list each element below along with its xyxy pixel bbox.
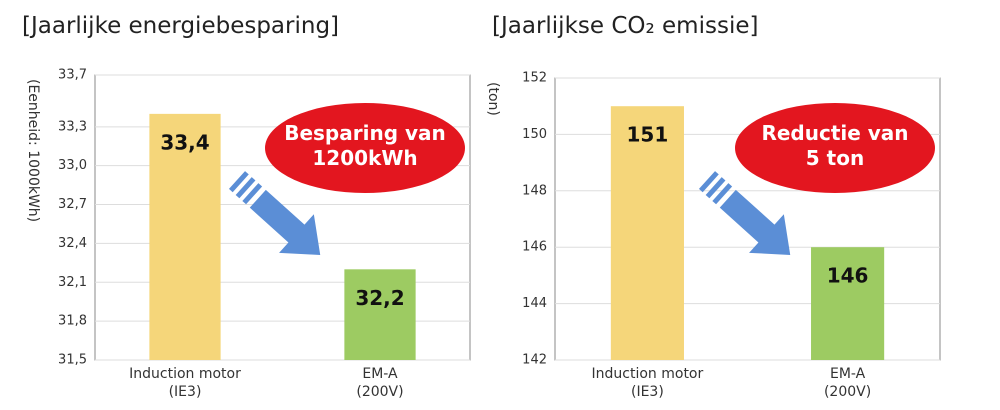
arrow-stripe xyxy=(228,171,249,193)
x-tick-label: Induction motor (IE3) xyxy=(129,366,241,400)
y-tick-label: 33,7 xyxy=(58,68,87,83)
annotation: Reductie van 5 ton xyxy=(761,121,909,170)
y-tick-label: 32,1 xyxy=(58,275,87,290)
arrow-stripe xyxy=(242,183,263,205)
y-tick-label: 144 xyxy=(522,296,547,311)
x-tick-label: Induction motor (IE3) xyxy=(591,366,704,400)
arrow-body xyxy=(719,189,791,255)
y-axis-label: (ton) xyxy=(485,82,501,116)
arrow-body xyxy=(249,189,321,255)
bar xyxy=(149,113,221,360)
y-tick-label: 152 xyxy=(522,71,547,86)
arrow-stripe xyxy=(712,183,733,205)
y-tick-label: 33,0 xyxy=(58,158,87,173)
arrow xyxy=(698,171,791,255)
arrow xyxy=(228,171,321,255)
bar xyxy=(811,247,885,360)
value-label: 146 xyxy=(827,264,869,288)
annotation: Besparing van 1200kWh xyxy=(284,121,446,170)
y-tick-label: 31,8 xyxy=(58,314,87,329)
x-tick-label: EM-A (200V) xyxy=(823,366,872,400)
y-tick-label: 142 xyxy=(522,353,547,368)
y-tick-label: 146 xyxy=(522,240,547,255)
value-label: 32,2 xyxy=(355,286,404,310)
chart-title: [Jaarlijke energiebesparing] xyxy=(22,13,340,39)
y-tick-label: 31,5 xyxy=(58,353,87,368)
bar xyxy=(610,106,684,360)
bar xyxy=(344,269,416,360)
y-tick-label: 148 xyxy=(522,183,547,198)
x-tick-label: EM-A (200V) xyxy=(356,366,404,400)
y-tick-label: 33,3 xyxy=(58,119,87,134)
annotation-bubble xyxy=(735,103,935,193)
y-tick-label: 32,7 xyxy=(58,197,87,212)
y-tick-label: 150 xyxy=(522,127,547,142)
arrow-stripe xyxy=(235,177,256,199)
y-axis-label: (Eenheid: 1000kWh) xyxy=(25,79,41,222)
arrow-stripe xyxy=(705,177,726,199)
arrow-stripe xyxy=(698,171,719,193)
y-tick-label: 32,4 xyxy=(58,236,87,251)
annotation-bubble xyxy=(265,103,465,193)
chart-title: [Jaarlijkse CO₂ emissie] xyxy=(492,13,759,39)
value-label: 151 xyxy=(627,123,669,147)
value-label: 33,4 xyxy=(160,130,209,154)
